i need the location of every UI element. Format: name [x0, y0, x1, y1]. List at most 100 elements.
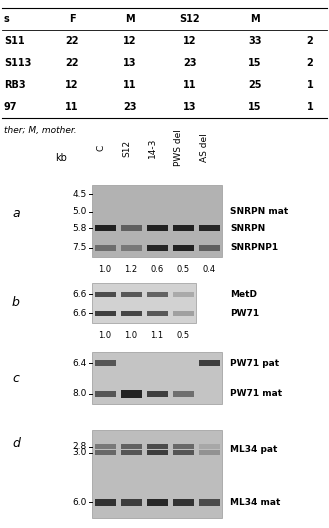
Text: 15: 15 [248, 102, 262, 112]
Bar [146, 244, 167, 251]
Text: 2.8: 2.8 [73, 442, 87, 451]
Text: S11: S11 [4, 36, 25, 46]
Text: 97: 97 [4, 102, 17, 112]
Text: 2: 2 [307, 36, 314, 46]
Text: M: M [250, 14, 260, 24]
Text: ML34 mat: ML34 mat [230, 498, 280, 507]
Text: 22: 22 [65, 58, 79, 68]
Bar [120, 310, 141, 316]
Text: 12: 12 [65, 80, 79, 90]
Text: 13: 13 [123, 58, 137, 68]
Bar [146, 391, 167, 397]
Text: F: F [69, 14, 75, 24]
Text: s: s [4, 14, 10, 24]
Text: 11: 11 [183, 80, 197, 90]
Bar [120, 498, 141, 506]
Text: 12: 12 [123, 36, 137, 46]
Text: 1.1: 1.1 [150, 331, 164, 340]
Bar [120, 450, 141, 455]
Text: AS del: AS del [200, 134, 209, 163]
Text: 23: 23 [123, 102, 137, 112]
Text: c: c [12, 372, 19, 384]
Text: 1.0: 1.0 [98, 265, 112, 274]
Text: SNRPN mat: SNRPN mat [230, 207, 288, 216]
Bar [92, 185, 222, 257]
Bar [94, 291, 115, 297]
Bar [120, 244, 141, 251]
Text: 0.5: 0.5 [176, 331, 190, 340]
Text: 1: 1 [307, 80, 314, 90]
Text: 22: 22 [65, 36, 79, 46]
Text: SNRPN: SNRPN [230, 224, 265, 233]
Text: 8.0: 8.0 [73, 389, 87, 398]
Text: PW71 mat: PW71 mat [230, 389, 282, 398]
Text: 0.5: 0.5 [176, 265, 190, 274]
Text: 15: 15 [248, 58, 262, 68]
Bar [94, 244, 115, 251]
Text: 6.0: 6.0 [73, 498, 87, 507]
Text: 11: 11 [65, 102, 79, 112]
Bar [146, 444, 167, 449]
Bar [172, 498, 193, 506]
Text: 1: 1 [307, 102, 314, 112]
Text: 1.2: 1.2 [124, 265, 138, 274]
Text: S12: S12 [122, 139, 131, 157]
Text: 0.4: 0.4 [202, 265, 215, 274]
Bar [172, 444, 193, 449]
Bar [172, 225, 193, 231]
Text: 7.5: 7.5 [73, 243, 87, 252]
Bar [146, 225, 167, 231]
Text: 6.6: 6.6 [73, 308, 87, 317]
Text: C: C [96, 145, 105, 151]
Bar [94, 225, 115, 231]
Text: 5.0: 5.0 [73, 207, 87, 216]
Text: d: d [12, 437, 20, 450]
Text: 3.0: 3.0 [73, 448, 87, 457]
Bar [198, 225, 219, 231]
Bar [120, 291, 141, 297]
Bar [94, 498, 115, 506]
Text: 1.0: 1.0 [124, 331, 138, 340]
Text: SNRPNP1: SNRPNP1 [230, 243, 278, 252]
Bar [94, 361, 115, 366]
Text: 2: 2 [307, 58, 314, 68]
Text: 11: 11 [123, 80, 137, 90]
Text: 25: 25 [248, 80, 262, 90]
Text: kb: kb [55, 153, 67, 163]
Bar [120, 225, 141, 231]
Bar [94, 444, 115, 449]
Text: ther; M, mother.: ther; M, mother. [4, 126, 77, 135]
Bar [94, 310, 115, 316]
Text: S12: S12 [180, 14, 200, 24]
Text: 5.8: 5.8 [73, 224, 87, 233]
Bar [94, 391, 115, 397]
Text: PW71 pat: PW71 pat [230, 359, 279, 368]
Bar [92, 352, 222, 404]
Text: b: b [12, 297, 20, 309]
Text: 12: 12 [183, 36, 197, 46]
Text: 23: 23 [183, 58, 197, 68]
Bar [198, 498, 219, 506]
Text: 6.4: 6.4 [73, 359, 87, 368]
Bar [92, 430, 222, 518]
Bar [120, 390, 141, 398]
Bar [172, 310, 193, 316]
Bar [172, 450, 193, 455]
Text: 6.6: 6.6 [73, 290, 87, 299]
Text: 33: 33 [248, 36, 262, 46]
Bar [120, 444, 141, 449]
Bar [92, 283, 196, 323]
Text: 14-3: 14-3 [148, 138, 157, 158]
Text: 1.0: 1.0 [98, 331, 112, 340]
Text: 0.6: 0.6 [150, 265, 164, 274]
Text: MetD: MetD [230, 290, 257, 299]
Text: 13: 13 [183, 102, 197, 112]
Text: M: M [125, 14, 135, 24]
Bar [146, 291, 167, 297]
Bar [146, 310, 167, 316]
Text: RB3: RB3 [4, 80, 26, 90]
Text: PWS del: PWS del [174, 129, 183, 166]
Text: S113: S113 [4, 58, 31, 68]
Bar [198, 244, 219, 251]
Text: a: a [12, 208, 20, 220]
